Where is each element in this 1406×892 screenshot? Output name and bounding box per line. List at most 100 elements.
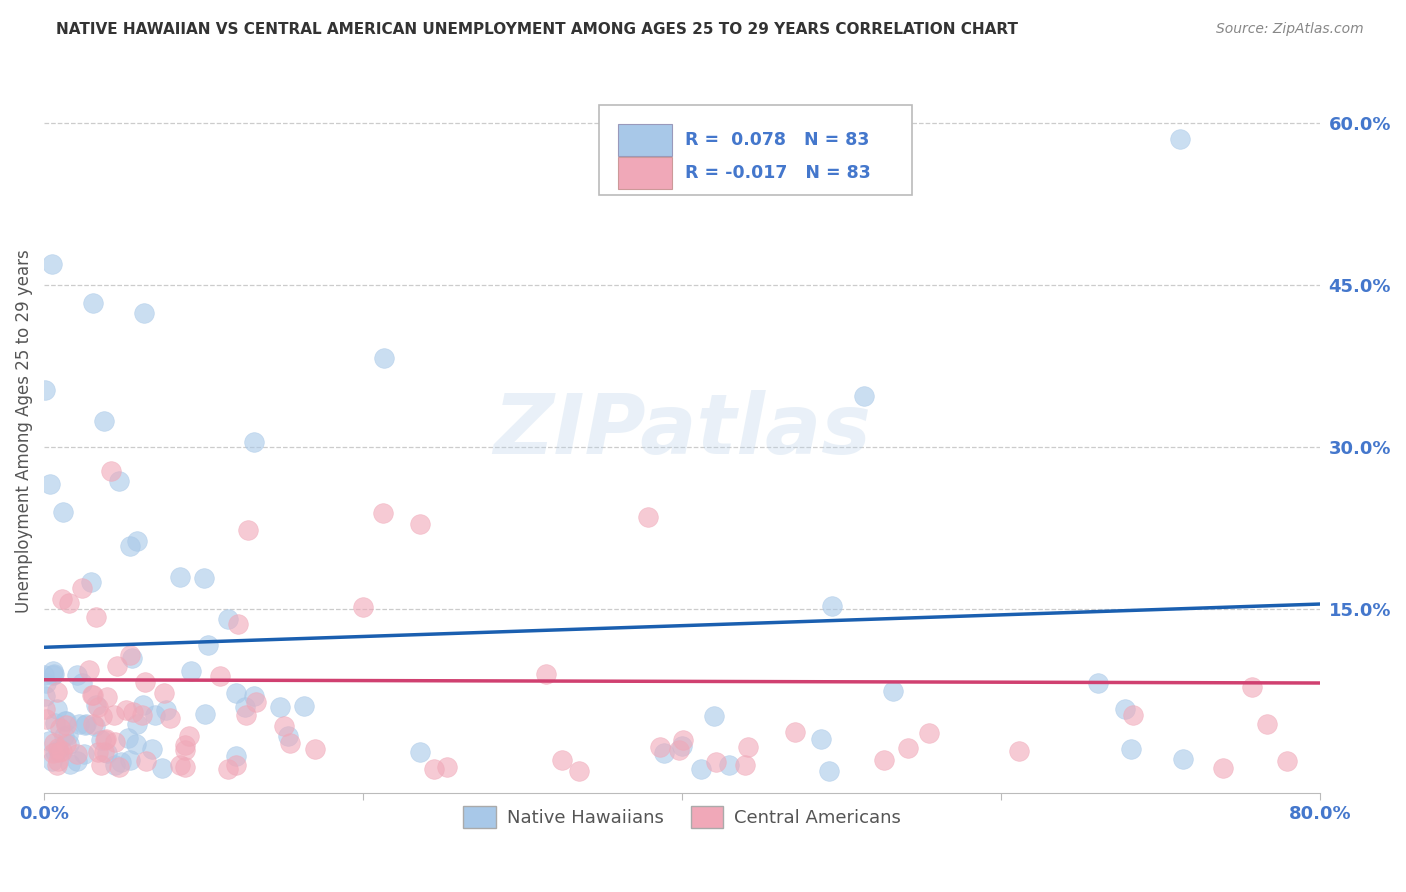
Point xyxy=(82,688,104,702)
Point xyxy=(44,745,66,759)
Point xyxy=(76,716,98,731)
Point xyxy=(409,745,432,759)
Point xyxy=(38,734,60,748)
Point xyxy=(72,675,94,690)
Point xyxy=(96,746,118,760)
Point xyxy=(52,730,75,744)
Point xyxy=(352,600,374,615)
Point xyxy=(853,389,876,403)
Point xyxy=(637,509,659,524)
Point xyxy=(882,684,904,698)
Point xyxy=(897,741,920,756)
Point xyxy=(131,708,153,723)
Point xyxy=(58,738,80,752)
Point xyxy=(67,717,90,731)
Point xyxy=(159,710,181,724)
Point xyxy=(55,738,77,752)
Point xyxy=(1087,676,1109,690)
Point xyxy=(44,715,66,730)
Point xyxy=(51,744,73,758)
Point xyxy=(90,732,112,747)
Point xyxy=(173,743,195,757)
Point xyxy=(84,698,107,713)
Point xyxy=(226,616,249,631)
Point xyxy=(197,638,219,652)
Point xyxy=(703,709,725,723)
Point xyxy=(35,675,58,690)
Point xyxy=(55,718,77,732)
Point xyxy=(194,707,217,722)
Point xyxy=(1256,717,1278,731)
Point xyxy=(918,725,941,739)
Point xyxy=(48,745,70,759)
Point xyxy=(48,741,70,756)
Point xyxy=(96,690,118,704)
Point xyxy=(34,690,56,704)
Point xyxy=(177,730,200,744)
Point xyxy=(373,351,395,365)
Point xyxy=(783,725,806,739)
Point xyxy=(66,667,89,681)
Point xyxy=(238,523,260,537)
Point xyxy=(90,757,112,772)
Point xyxy=(704,755,727,769)
Point xyxy=(127,534,149,549)
Point xyxy=(174,738,197,752)
Point xyxy=(122,705,145,719)
Point xyxy=(107,474,129,488)
Point xyxy=(55,714,77,728)
Point xyxy=(103,708,125,723)
FancyBboxPatch shape xyxy=(599,104,912,195)
Point xyxy=(269,699,291,714)
Point xyxy=(225,686,247,700)
Point xyxy=(48,754,70,768)
Point xyxy=(120,753,142,767)
Point xyxy=(77,663,100,677)
Point xyxy=(94,732,117,747)
Point xyxy=(84,719,107,733)
Point xyxy=(671,739,693,754)
Point xyxy=(1122,708,1144,723)
Point xyxy=(51,591,73,606)
Point xyxy=(1114,702,1136,716)
Point xyxy=(245,695,267,709)
Point xyxy=(66,754,89,768)
Point xyxy=(110,755,132,769)
Point xyxy=(34,383,56,397)
Point xyxy=(59,756,82,771)
Point xyxy=(821,599,844,614)
Point xyxy=(568,764,591,778)
Point xyxy=(135,755,157,769)
Point xyxy=(32,668,55,682)
Point xyxy=(52,505,75,519)
Point xyxy=(1240,681,1263,695)
Point xyxy=(169,570,191,584)
Point xyxy=(652,747,675,761)
Point xyxy=(1171,752,1194,766)
Point xyxy=(690,762,713,776)
Point xyxy=(1275,754,1298,768)
Point xyxy=(82,688,104,702)
Point xyxy=(373,506,395,520)
Point xyxy=(121,651,143,665)
Point xyxy=(132,698,155,712)
Point xyxy=(84,610,107,624)
Point xyxy=(668,742,690,756)
Point xyxy=(143,707,166,722)
Text: R = -0.017   N = 83: R = -0.017 N = 83 xyxy=(685,164,870,182)
Point xyxy=(273,719,295,733)
Point xyxy=(104,758,127,772)
Point xyxy=(46,758,69,772)
Text: Source: ZipAtlas.com: Source: ZipAtlas.com xyxy=(1216,22,1364,37)
Point xyxy=(105,658,128,673)
Point xyxy=(117,731,139,745)
Point xyxy=(173,760,195,774)
Point xyxy=(217,612,239,626)
Point xyxy=(150,761,173,775)
Point xyxy=(235,708,257,723)
Point xyxy=(671,733,693,747)
Point xyxy=(93,745,115,759)
Point xyxy=(422,762,444,776)
Point xyxy=(38,477,60,491)
Point xyxy=(73,718,96,732)
